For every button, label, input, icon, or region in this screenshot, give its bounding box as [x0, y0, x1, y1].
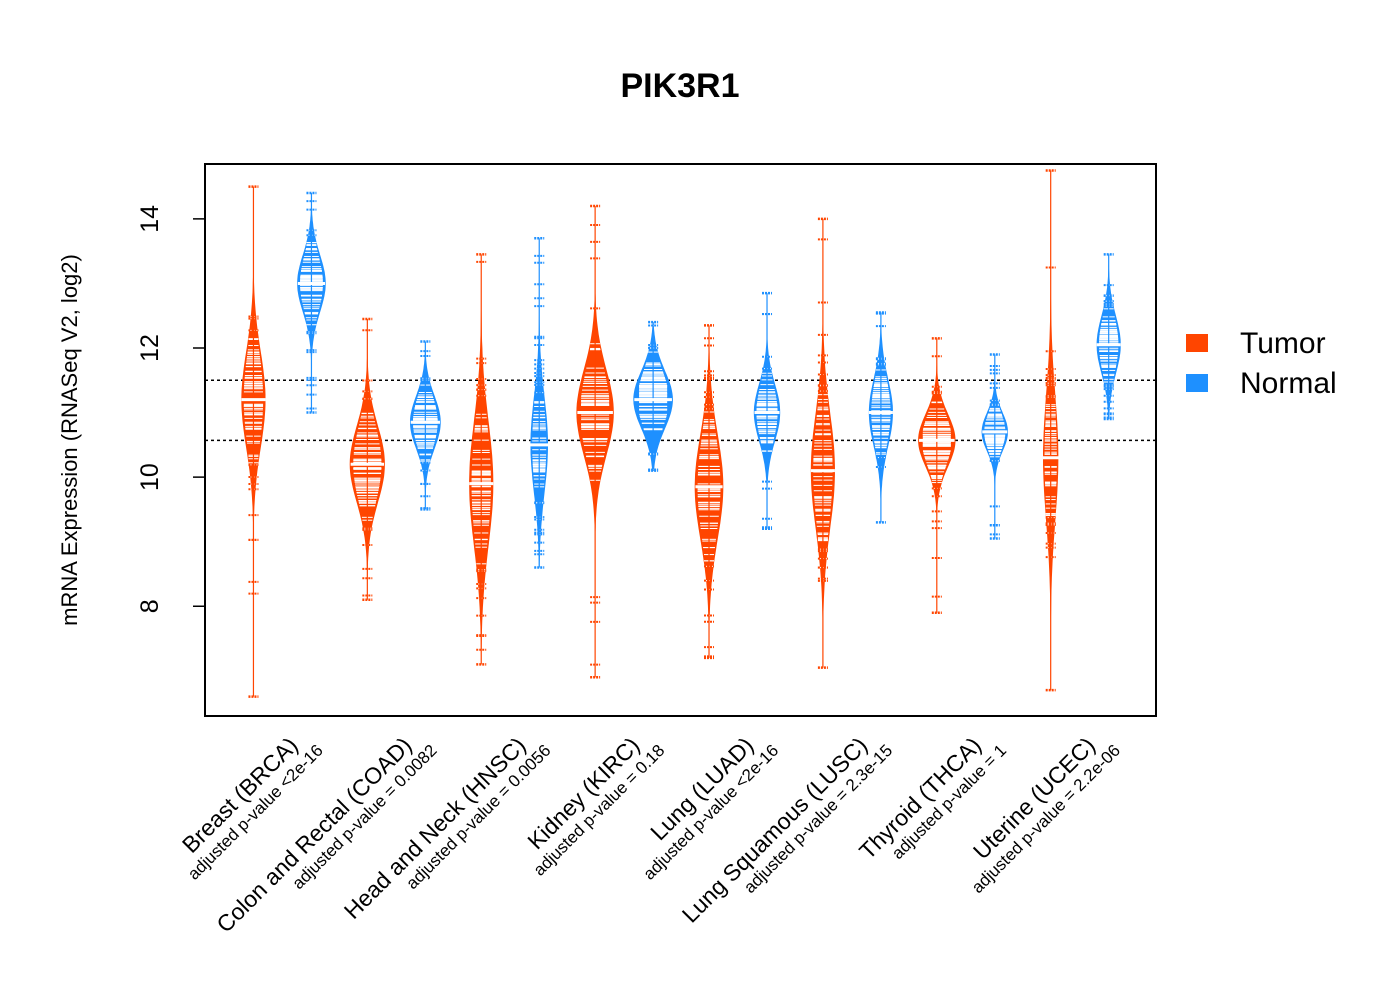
y-axis: 8 10 12 14 — [136, 205, 205, 613]
normal-bean-lung-squamous-lusc — [868, 311, 893, 524]
plot-frame — [204, 163, 1157, 717]
normal-bean-uterine-ucec — [1096, 253, 1121, 421]
tumor-bean-lung-squamous-lusc — [810, 217, 835, 669]
y-tick-label-8: 8 — [136, 599, 164, 613]
category-breast-brca — [241, 185, 326, 698]
tumor-bean-breast-brca — [241, 185, 266, 698]
tumor-bean-lung-luad — [694, 324, 724, 660]
category-colon-and-rectal-coad — [349, 317, 441, 602]
y-tick-label-14: 14 — [136, 205, 164, 233]
y-tick-label-10: 10 — [136, 463, 164, 491]
category-lung-squamous-lusc — [810, 217, 893, 669]
normal-bean-breast-brca — [297, 191, 326, 414]
y-axis-label: mRNA Expression (RNASeq V2, log2) — [57, 254, 82, 626]
category-thyroid-thca — [918, 337, 1008, 614]
tumor-bean-uterine-ucec — [1038, 169, 1063, 692]
plot-area — [205, 169, 1156, 698]
normal-bean-colon-and-rectal-coad — [410, 340, 441, 511]
normal-bean-head-and-neck-hnsc — [527, 236, 552, 569]
category-lung-luad — [694, 291, 781, 660]
x-axis-labels: Breast (BRCA)adjusted p-value <2e-16Colo… — [177, 732, 1124, 937]
tumor-bean-colon-and-rectal-coad — [349, 317, 385, 602]
category-uterine-ucec — [1038, 169, 1121, 692]
chart-title: PIK3R1 — [620, 67, 739, 105]
normal-bean-lung-luad — [753, 291, 781, 531]
tumor-bean-thyroid-thca — [918, 337, 956, 614]
tumor-bean-head-and-neck-hnsc — [469, 253, 494, 666]
legend: Tumor Normal — [1186, 327, 1337, 400]
category-kidney-kirc — [576, 204, 673, 679]
legend-label-normal: Normal — [1240, 367, 1337, 400]
category-head-and-neck-hnsc — [469, 236, 552, 666]
tumor-bean-kidney-kirc — [576, 204, 614, 679]
legend-swatch-normal — [1186, 374, 1208, 392]
legend-swatch-tumor — [1186, 334, 1208, 352]
normal-bean-thyroid-thca — [981, 353, 1008, 540]
category-label-head-and-neck-hnsc: Head and Neck (HNSC) — [339, 732, 531, 924]
y-tick-label-12: 12 — [136, 334, 164, 362]
legend-label-tumor: Tumor — [1240, 327, 1326, 360]
normal-bean-kidney-kirc — [633, 320, 673, 472]
